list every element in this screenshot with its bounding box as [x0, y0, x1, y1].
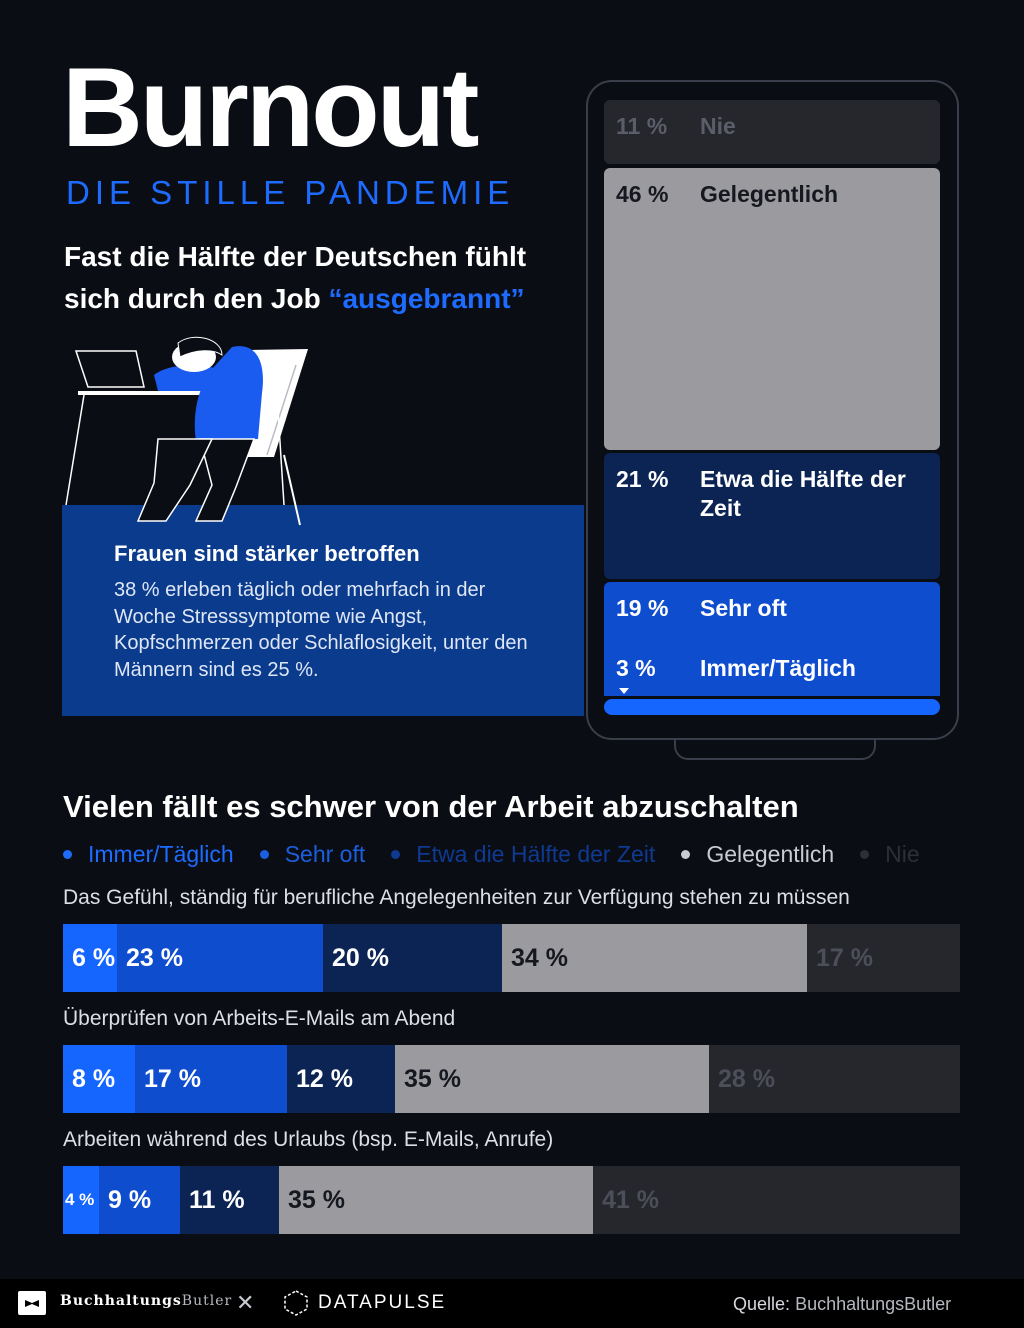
- bar-value-label: 4 %: [65, 1190, 95, 1209]
- legend-dot-icon: [391, 849, 401, 859]
- phone-segment-immer: [604, 699, 940, 715]
- stacked-bar: 4 % 9 % 11 % 35 % 41 %: [63, 1166, 960, 1234]
- stacked-bar: 8 % 17 % 12 % 35 % 28 %: [63, 1045, 960, 1113]
- bar-segment: 20 %: [323, 924, 502, 992]
- bar-segment: 23 %: [117, 924, 323, 992]
- bar-value-label: 8 %: [72, 1065, 116, 1093]
- headline-highlight: “ausgebrannt”: [328, 283, 525, 314]
- bar-segment: 41 %: [593, 1166, 960, 1234]
- cross-separator-icon: ✕: [236, 1290, 255, 1315]
- datapulse-logo: DATAPULSE: [318, 1292, 447, 1313]
- phone-segment-pct: 3 %: [616, 655, 656, 681]
- page-title: Burnout: [62, 45, 479, 170]
- bar-segment: 6 %: [63, 924, 117, 992]
- legend-label: Gelegentlich: [706, 840, 835, 867]
- legend-dot-icon: [259, 849, 269, 859]
- source-label: Quelle:: [733, 1294, 791, 1314]
- buchhaltungsbutler-logo: BuchhaltungsButler: [60, 1293, 232, 1309]
- info-box: Frauen sind stärker betroffen 38 % erleb…: [62, 505, 584, 716]
- bar-segment: 35 %: [395, 1045, 709, 1113]
- bar-value-label: 20 %: [332, 944, 389, 972]
- burnout-illustration: [65, 336, 308, 526]
- stacked-bar: 6 % 23 % 20 % 34 % 17 %: [63, 924, 960, 992]
- legend-label: Nie: [885, 840, 920, 867]
- source-value: BuchhaltungsButler: [795, 1294, 952, 1314]
- phone-segment-pct: 19 %: [616, 595, 669, 621]
- bar-value-label: 17 %: [816, 944, 873, 972]
- chart-legend: Immer/Täglich Sehr oft Etwa die Hälfte der…: [63, 838, 946, 870]
- legend-label: Etwa die Hälfte der Zeit: [416, 840, 656, 867]
- datapulse-logo-icon: [284, 1290, 308, 1316]
- phone-segment-pct: 46 %: [616, 181, 669, 207]
- phone-segment-nie: 11 % Nie: [604, 100, 940, 164]
- legend-dot-icon: [63, 849, 72, 859]
- question-label: Arbeiten während des Urlaubs (bsp. E-Mai…: [63, 1128, 554, 1151]
- bar-segment: 17 %: [135, 1045, 287, 1113]
- bar-segment: 28 %: [709, 1045, 960, 1113]
- bar-segment: 9 %: [99, 1166, 180, 1234]
- laptop-icon: [74, 350, 145, 388]
- bar-value-label: 17 %: [144, 1065, 201, 1093]
- bar-value-label: 9 %: [108, 1186, 152, 1214]
- bar-value-label: 34 %: [511, 944, 568, 972]
- phone-segment-pct: 21 %: [616, 466, 669, 492]
- page-subtitle: DIE STILLE PANDEMIE: [66, 174, 515, 211]
- phone-segment-haelfte: 21 % Etwa die Hälfte der Zeit: [604, 453, 940, 579]
- headline-text: Fast die Hälfte der Deutschen fühlt sich…: [64, 241, 527, 314]
- footer: BuchhaltungsButler ✕ DATAPULSE Quelle: B…: [0, 1279, 1024, 1328]
- legend-item: Gelegentlich: [681, 841, 834, 868]
- bar-segment: 35 %: [279, 1166, 593, 1234]
- bar-segment: 17 %: [807, 924, 960, 992]
- legend-label: Immer/Täglich: [88, 840, 234, 867]
- bar-value-label: 35 %: [288, 1186, 345, 1214]
- legend-item: Immer/Täglich: [63, 841, 234, 868]
- phone-frame: [586, 80, 959, 740]
- source-credit: Quelle: BuchhaltungsButler: [733, 1294, 951, 1315]
- bar-segment: 12 %: [287, 1045, 395, 1113]
- bar-segment: 4 %: [63, 1166, 99, 1234]
- brand-light: Butler: [181, 1293, 233, 1309]
- legend-item: Sehr oft: [259, 840, 366, 868]
- bar-value-label: 23 %: [126, 944, 183, 972]
- phone-segment-gelegentlich: 46 % Gelegentlich: [604, 168, 940, 450]
- phone-segment-label: Sehr oft: [700, 595, 787, 621]
- bar-value-label: 41 %: [602, 1186, 659, 1214]
- phone-segment-label: Immer/Täglich: [700, 655, 856, 681]
- phone-stand: [674, 740, 876, 760]
- bar-value-label: 6 %: [72, 944, 116, 972]
- legend-dot-icon: [860, 849, 870, 859]
- bar-segment: 11 %: [180, 1166, 279, 1234]
- question-label: Überprüfen von Arbeits-E-Mails am Abend: [63, 1007, 456, 1030]
- caret-down-icon: [619, 688, 629, 694]
- bar-value-label: 12 %: [296, 1065, 353, 1093]
- phone-segment-label: Etwa die Hälfte der Zeit: [700, 466, 906, 521]
- legend-item: Etwa die Hälfte der Zeit: [391, 841, 655, 868]
- phone-segment-label: Gelegentlich: [700, 181, 839, 207]
- section-title: Vielen fällt es schwer von der Arbeit ab…: [63, 789, 799, 824]
- phone-segment-pct: 11 %: [616, 113, 668, 139]
- bar-value-label: 28 %: [718, 1065, 775, 1093]
- info-box-text: 38 % erleben täglich oder mehrfach in de…: [114, 579, 528, 681]
- headline: Fast die Hälfte der Deutschen fühlt sich…: [64, 236, 564, 320]
- bar-value-label: 11 %: [189, 1186, 245, 1214]
- brand-bold: Buchhaltungs: [60, 1293, 182, 1309]
- bar-value-label: 35 %: [404, 1065, 461, 1093]
- legend-item: Nie: [860, 841, 920, 868]
- question-label: Das Gefühl, ständig für berufliche Angel…: [63, 886, 850, 909]
- legend-label: Sehr oft: [284, 840, 366, 867]
- buchhaltungsbutler-logo-icon: [18, 1291, 46, 1315]
- phone-segment-label: Nie: [700, 113, 736, 139]
- bar-segment: 8 %: [63, 1045, 135, 1113]
- legend-dot-icon: [681, 849, 691, 859]
- bar-segment: 34 %: [502, 924, 807, 992]
- info-box-title: Frauen sind stärker betroffen: [114, 541, 420, 566]
- phone-segment-sehr-oft: 19 % Sehr oft 3 % Immer/Täglich: [604, 582, 940, 696]
